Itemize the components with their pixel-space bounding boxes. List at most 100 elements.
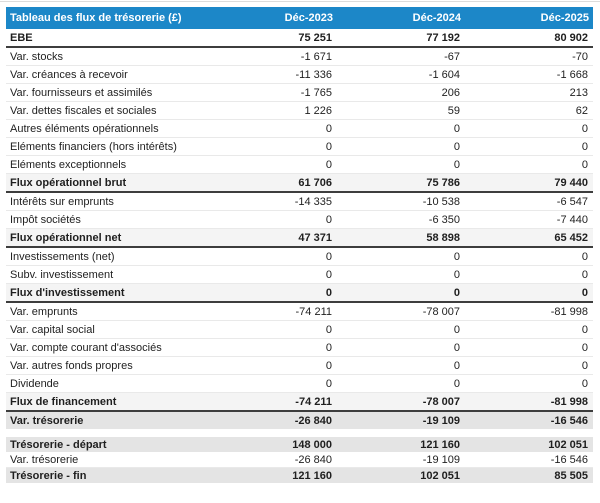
cell-value: 79 440 <box>554 176 588 189</box>
table-row-highlight: Trésorerie - fin 121 160 102 051 85 505 <box>6 467 593 483</box>
cell-value: 0 <box>453 286 460 299</box>
cell-value: 0 <box>325 122 332 135</box>
row-label: Flux opérationnel brut <box>10 176 127 189</box>
row-label: Investissements (net) <box>10 250 115 263</box>
row-label: Dividende <box>10 377 59 390</box>
row-label: Trésorerie - départ <box>10 438 107 451</box>
cell-value: -26 840 <box>294 453 332 466</box>
cell-value: 0 <box>581 323 588 336</box>
cell-value: -6 547 <box>556 195 588 208</box>
table-row-subtotal: Flux d'investissement 0 0 0 <box>6 283 593 302</box>
row-label: Var. emprunts <box>10 305 78 318</box>
row-label: Var. créances à recevoir <box>10 68 128 81</box>
table-row-highlight: Trésorerie - départ 148 000 121 160 102 … <box>6 437 593 452</box>
cell-value: -78 007 <box>422 395 460 408</box>
cell-value: 206 <box>441 86 460 99</box>
cell-value: 0 <box>453 122 460 135</box>
cell-value: 102 051 <box>548 438 588 451</box>
row-label: Var. autres fonds propres <box>10 359 133 372</box>
cell-value: -14 335 <box>294 195 332 208</box>
table-title: Tableau des flux de trésorerie (£) <box>6 7 209 29</box>
table-row: Var. trésorerie -26 840 -19 109 -16 546 <box>6 452 593 468</box>
cell-value: -7 440 <box>556 213 588 226</box>
cell-value: 59 <box>447 104 460 117</box>
cell-value: 0 <box>581 122 588 135</box>
cell-value: 0 <box>453 341 460 354</box>
cell-value: -78 007 <box>422 305 460 318</box>
table-header-row: Tableau des flux de trésorerie (£) Déc-2… <box>6 7 593 29</box>
cell-value: 85 505 <box>554 469 588 482</box>
table-row: Subv. investissement 0 0 0 <box>6 266 593 284</box>
row-label: Flux de financement <box>10 395 117 408</box>
cell-value: -16 546 <box>550 453 588 466</box>
row-label: EBE <box>10 31 33 44</box>
cell-value: 148 000 <box>292 438 332 451</box>
table-row: Var. créances à recevoir -11 336 -1 604 … <box>6 66 593 84</box>
cell-value: 77 192 <box>426 31 460 44</box>
row-label: Eléments exceptionnels <box>10 158 127 171</box>
table-row: Eléments financiers (hors intérêts) 0 0 … <box>6 138 593 156</box>
row-label: Var. trésorerie <box>10 414 84 427</box>
cell-value: 0 <box>325 268 332 281</box>
cell-value: 213 <box>569 86 588 99</box>
cell-value: -26 840 <box>294 414 332 427</box>
cell-value: -16 546 <box>550 414 588 427</box>
cell-value: 0 <box>581 140 588 153</box>
table-row: Intérêts sur emprunts -14 335 -10 538 -6… <box>6 192 593 211</box>
row-label: Autres éléments opérationnels <box>10 122 159 135</box>
cell-value: 0 <box>581 158 588 171</box>
table-row: Var. capital social 0 0 0 <box>6 321 593 339</box>
top-divider <box>0 1 600 2</box>
cell-value: 0 <box>325 213 332 226</box>
cell-value: 0 <box>453 250 460 263</box>
cell-value: -74 211 <box>295 305 333 318</box>
cell-value: 0 <box>325 158 332 171</box>
cell-value: 0 <box>581 268 588 281</box>
cell-value: -1 671 <box>300 50 332 63</box>
cell-value: 0 <box>325 341 332 354</box>
table-row: Eléments exceptionnels 0 0 0 <box>6 156 593 174</box>
cell-value: 0 <box>453 268 460 281</box>
column-header-dec-2023: Déc-2023 <box>209 7 337 29</box>
cell-value: -19 109 <box>422 453 460 466</box>
cell-value: 0 <box>325 377 332 390</box>
table-row-subtotal: Flux de financement -74 211 -78 007 -81 … <box>6 392 593 411</box>
table-row: Autres éléments opérationnels 0 0 0 <box>6 120 593 138</box>
table-row-highlight: Var. trésorerie -26 840 -19 109 -16 546 <box>6 411 593 429</box>
cell-value: 102 051 <box>420 469 460 482</box>
cell-value: 0 <box>581 341 588 354</box>
cell-value: 0 <box>453 377 460 390</box>
cell-value: -67 <box>444 50 460 63</box>
row-label: Var. stocks <box>10 50 63 63</box>
cell-value: 80 902 <box>554 31 588 44</box>
table-row-subtotal: Flux opérationnel net 47 371 58 898 65 4… <box>6 228 593 247</box>
cell-value: -10 538 <box>422 195 460 208</box>
cell-value: 121 160 <box>292 469 332 482</box>
cell-value: -81 998 <box>550 395 588 408</box>
cell-value: -70 <box>572 50 588 63</box>
cell-value: 0 <box>325 286 332 299</box>
cell-value: 0 <box>581 286 588 299</box>
row-label: Subv. investissement <box>10 268 114 281</box>
row-label: Var. trésorerie <box>10 453 79 466</box>
cell-value: 75 251 <box>298 31 332 44</box>
cell-value: -6 350 <box>428 213 460 226</box>
cell-value: -11 336 <box>295 68 333 81</box>
cell-value: 0 <box>453 359 460 372</box>
table-row: Dividende 0 0 0 <box>6 375 593 393</box>
cell-value: 0 <box>325 140 332 153</box>
table-row: Impôt sociétés 0 -6 350 -7 440 <box>6 211 593 229</box>
table-row: Var. autres fonds propres 0 0 0 <box>6 357 593 375</box>
table-row: Investissements (net) 0 0 0 <box>6 247 593 266</box>
table-row: Var. compte courant d'associés 0 0 0 <box>6 339 593 357</box>
cell-value: 0 <box>453 158 460 171</box>
cell-value: 0 <box>325 359 332 372</box>
column-header-dec-2024: Déc-2024 <box>337 7 465 29</box>
cell-value: 62 <box>575 104 588 117</box>
cell-value: -19 109 <box>422 414 460 427</box>
row-label: Var. fournisseurs et assimilés <box>10 86 153 99</box>
cell-value: 61 706 <box>298 176 332 189</box>
row-label: Var. dettes fiscales et sociales <box>10 104 157 117</box>
row-label: Intérêts sur emprunts <box>10 195 114 208</box>
